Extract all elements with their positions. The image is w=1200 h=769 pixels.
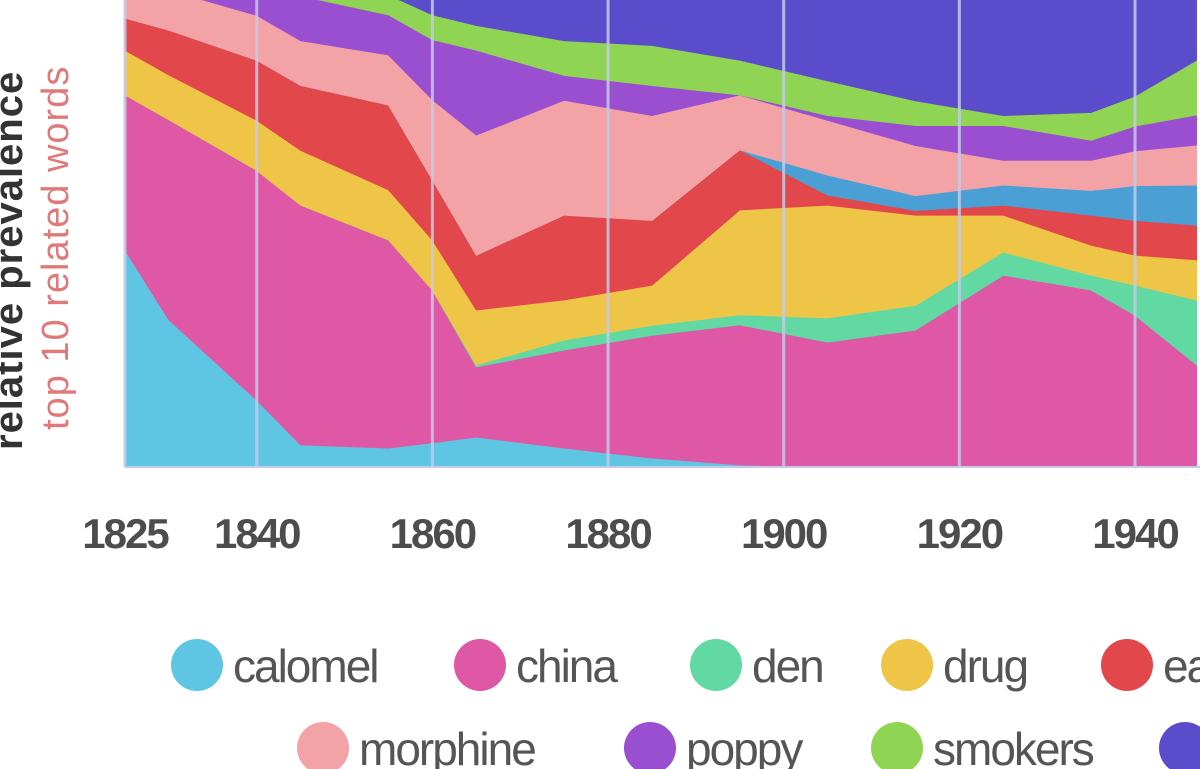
legend-swatch bbox=[871, 722, 923, 769]
legend-label: drug bbox=[943, 640, 1027, 692]
x-tick-label: 1825 bbox=[82, 510, 169, 557]
y-axis-label: relative prevalence bbox=[0, 71, 31, 450]
legend-label: china bbox=[516, 640, 618, 692]
legend-swatch bbox=[881, 639, 933, 691]
x-tick-label: 1840 bbox=[214, 510, 300, 557]
y-axis-sublabel: top 10 related words bbox=[35, 66, 77, 430]
x-tick-label: 1940 bbox=[1092, 510, 1178, 557]
legend-label: morphine bbox=[359, 723, 535, 769]
legend-swatch bbox=[171, 639, 223, 691]
legend-label: poppy bbox=[686, 723, 803, 769]
legend-swatch bbox=[690, 639, 742, 691]
legend-swatch bbox=[1101, 639, 1153, 691]
legend-label: calomel bbox=[233, 640, 378, 692]
legend-label: ea bbox=[1163, 640, 1200, 692]
area bbox=[398, 0, 1197, 116]
x-tick-label: 1880 bbox=[565, 510, 651, 557]
legend-label: smokers bbox=[933, 723, 1094, 769]
legend-swatch bbox=[454, 639, 506, 691]
legend-swatch bbox=[624, 722, 676, 769]
x-tick-label: 1920 bbox=[917, 510, 1003, 557]
legend-swatch bbox=[1159, 722, 1200, 769]
legend-swatch bbox=[297, 722, 349, 769]
x-tick-label: 1860 bbox=[390, 510, 476, 557]
x-tick-label: 1900 bbox=[741, 510, 827, 557]
legend-label: den bbox=[752, 640, 823, 692]
